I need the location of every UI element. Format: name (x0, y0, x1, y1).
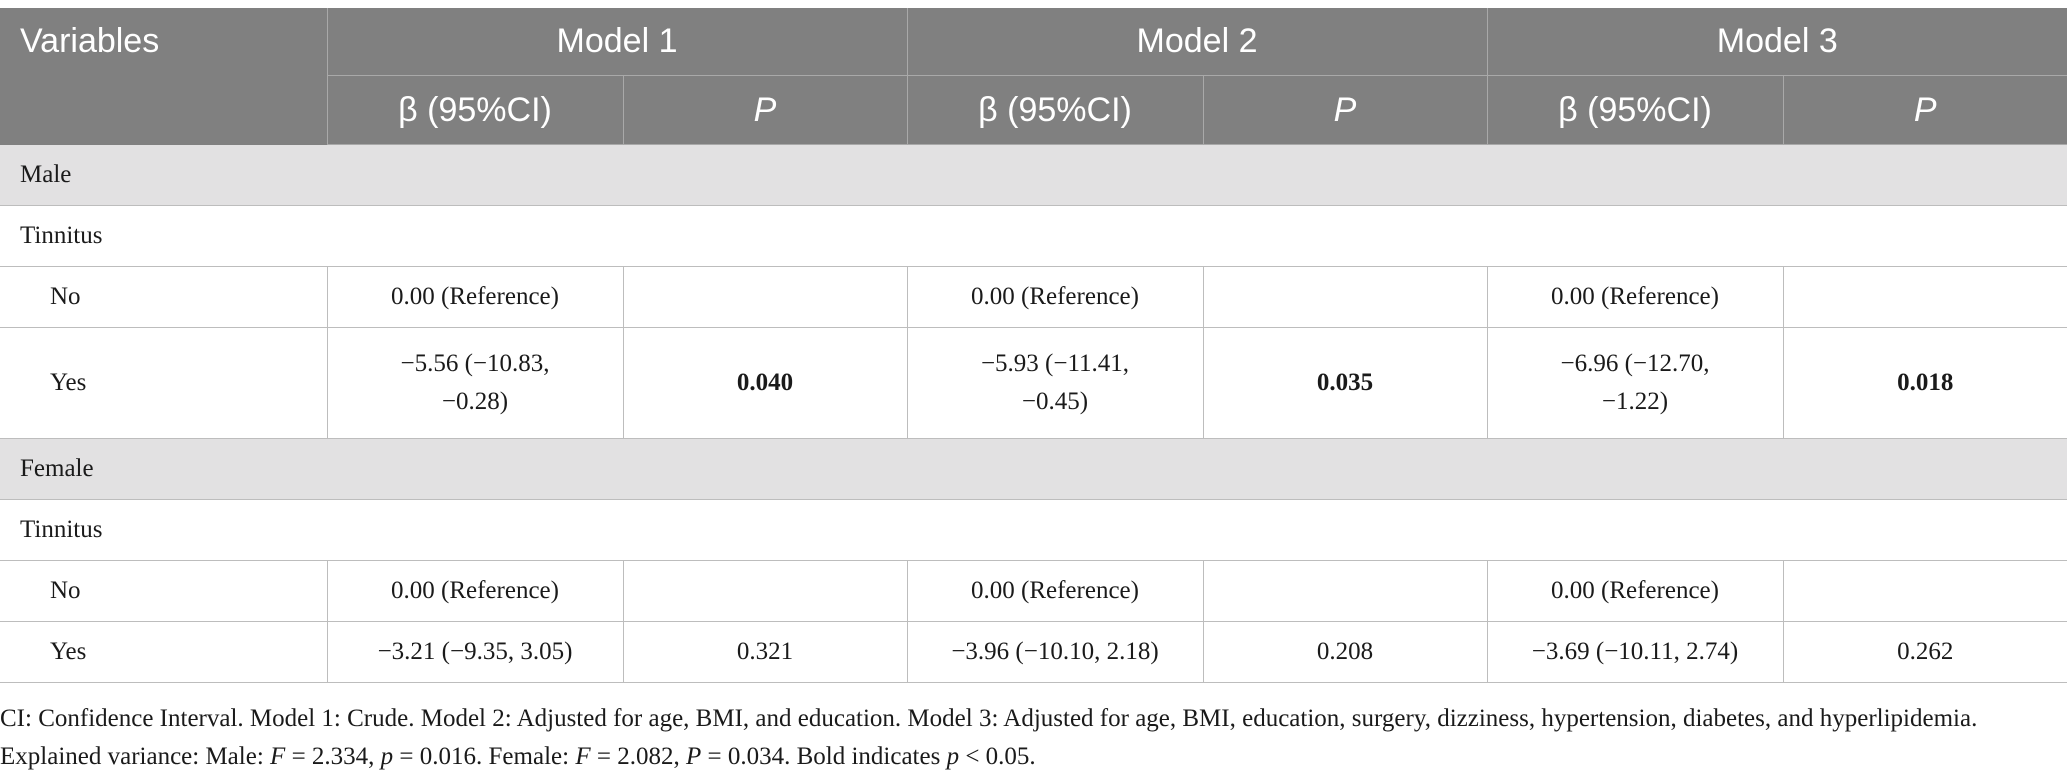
table-row: Yes −5.56 (−10.83, −0.28) 0.040 −5.93 (−… (0, 327, 2067, 439)
footnote-male-p-value: = 0.016. Female: (393, 743, 576, 770)
beta-cell: 0.00 (Reference) (1487, 266, 1784, 328)
beta-cell: 0.00 (Reference) (907, 266, 1204, 328)
footnote-bold-p-value: < 0.05. (959, 743, 1036, 770)
footnote-male-f-value: = 2.334, (285, 743, 381, 770)
p-cell (1783, 266, 2067, 328)
table-row: No 0.00 (Reference) 0.00 (Reference) 0.0… (0, 266, 2067, 328)
beta-cell: −5.56 (−10.83, −0.28) (327, 327, 624, 439)
header-beta-model-1: β (95%CI) (327, 75, 624, 145)
p-cell: 0.040 (623, 327, 908, 439)
section-label-male: Male (0, 144, 2067, 206)
footnote-female-f: F (575, 743, 591, 770)
row-label: No (0, 560, 328, 622)
results-table: Variables Model 1 Model 2 Model 3 β (95%… (0, 8, 2067, 683)
footnote-female-p-value: = 0.034. Bold indicates (701, 743, 947, 770)
table-row: No 0.00 (Reference) 0.00 (Reference) 0.0… (0, 560, 2067, 622)
header-model-2: Model 2 (907, 8, 1488, 76)
p-cell: 0.208 (1203, 621, 1488, 683)
footnote-female-f-value: = 2.082, (590, 743, 686, 770)
table-footnote: CI: Confidence Interval. Model 1: Crude.… (0, 700, 2040, 776)
p-cell: 0.321 (623, 621, 908, 683)
p-cell (623, 560, 908, 622)
footnote-male-f: F (270, 743, 286, 770)
p-cell: 0.018 (1783, 327, 2067, 439)
footnote-intro: CI: Confidence Interval. Model 1: Crude.… (0, 705, 1978, 770)
beta-cell: 0.00 (Reference) (327, 266, 624, 328)
row-label: No (0, 266, 328, 328)
footnote-male-p: p (380, 743, 394, 770)
table-body: Male Tinnitus No 0.00 (Reference) 0.00 (… (0, 144, 2067, 683)
p-cell: 0.035 (1203, 327, 1488, 439)
beta-cell: 0.00 (Reference) (327, 560, 624, 622)
beta-cell: 0.00 (Reference) (907, 560, 1204, 622)
row-label: Yes (0, 621, 328, 683)
beta-cell: −3.21 (−9.35, 3.05) (327, 621, 624, 683)
section-label-female: Female (0, 438, 2067, 500)
subhead-label: Tinnitus (0, 499, 2067, 561)
header-model-3: Model 3 (1487, 8, 2067, 76)
beta-cell: −3.69 (−10.11, 2.74) (1487, 621, 1784, 683)
header-beta-model-3: β (95%CI) (1487, 75, 1784, 145)
header-beta-model-2: β (95%CI) (907, 75, 1204, 145)
header-p-model-2: P (1203, 75, 1488, 145)
beta-cell: −3.96 (−10.10, 2.18) (907, 621, 1204, 683)
beta-cell: −6.96 (−12.70, −1.22) (1487, 327, 1784, 439)
row-label: Yes (0, 327, 328, 439)
beta-cell: −5.93 (−11.41, −0.45) (907, 327, 1204, 439)
header-variables: Variables (0, 8, 328, 145)
header-p-model-1: P (623, 75, 908, 145)
footnote-female-p: P (685, 743, 702, 770)
beta-value: −5.93 (−11.41, −0.45) (980, 350, 1130, 415)
p-cell (623, 266, 908, 328)
subhead-row-male-tinnitus: Tinnitus (0, 205, 2067, 267)
header-p-model-3: P (1783, 75, 2067, 145)
beta-value: −5.56 (−10.83, −0.28) (400, 350, 550, 415)
section-row-male: Male (0, 144, 2067, 206)
section-row-female: Female (0, 438, 2067, 500)
table-row: Yes −3.21 (−9.35, 3.05) 0.321 −3.96 (−10… (0, 621, 2067, 683)
footnote-bold-p: p (946, 743, 960, 770)
p-cell (1203, 560, 1488, 622)
header-model-1: Model 1 (327, 8, 908, 76)
p-cell (1783, 560, 2067, 622)
beta-cell: 0.00 (Reference) (1487, 560, 1784, 622)
p-cell (1203, 266, 1488, 328)
p-cell: 0.262 (1783, 621, 2067, 683)
subhead-row-female-tinnitus: Tinnitus (0, 499, 2067, 561)
subhead-label: Tinnitus (0, 205, 2067, 267)
beta-value: −6.96 (−12.70, −1.22) (1560, 350, 1710, 415)
table-header: Variables Model 1 Model 2 Model 3 β (95%… (0, 8, 2067, 145)
